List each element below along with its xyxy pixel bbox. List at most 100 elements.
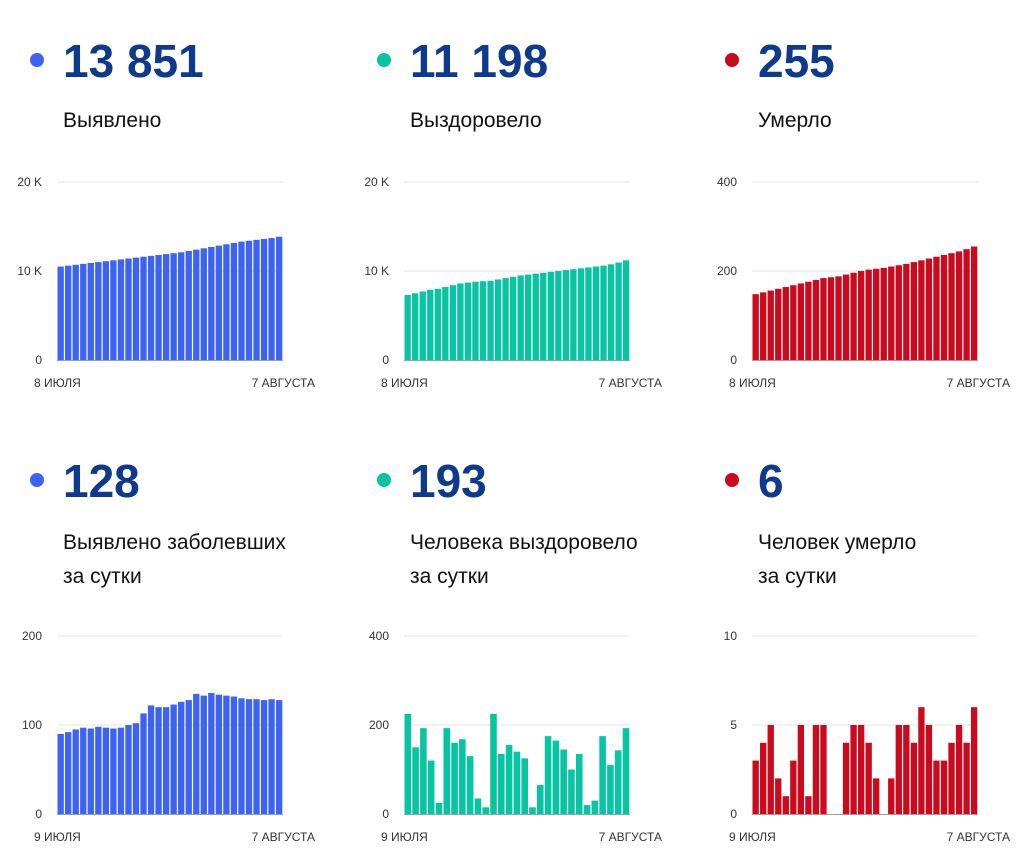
caption-line: Выявлено — [63, 109, 162, 132]
bar — [474, 798, 482, 814]
y-tick-label: 0 — [730, 807, 737, 821]
series-dot-icon — [725, 473, 739, 487]
bar — [607, 765, 614, 814]
bar — [442, 287, 449, 360]
bar — [529, 807, 536, 814]
x-end-label: 7 АВГУСТА — [252, 376, 315, 390]
y-tick-label: 0 — [382, 807, 389, 821]
bar — [147, 255, 155, 360]
stat-number: 255 — [758, 35, 835, 87]
y-tick-label: 0 — [35, 353, 42, 367]
bar — [200, 248, 207, 360]
stat-caption: Человека выздоровело за сутки — [410, 526, 638, 594]
bar — [842, 742, 850, 814]
bar — [117, 259, 125, 360]
bar — [215, 245, 223, 360]
x-start-label: 8 ИЮЛЯ — [34, 376, 81, 390]
bar-chart: 0 10 K 20 K 8 ИЮЛЯ 7 АВГУСТА — [17, 175, 315, 390]
bar — [502, 278, 509, 360]
bar — [955, 725, 963, 814]
bar — [517, 275, 524, 360]
x-end-label: 7 АВГУСТА — [947, 830, 1010, 844]
bar — [200, 695, 207, 814]
stat-header: 128 — [30, 458, 370, 518]
bar — [873, 268, 880, 360]
bar — [591, 800, 599, 814]
bar — [521, 758, 528, 815]
bar — [850, 725, 857, 814]
bar — [102, 261, 110, 360]
bar — [110, 260, 117, 360]
stat-caption: Выздоровело — [410, 104, 542, 138]
bar — [178, 252, 185, 360]
y-tick-label: 5 — [730, 718, 737, 732]
bar — [903, 263, 910, 360]
bar-chart: 0 200 400 8 ИЮЛЯ 7 АВГУСТА — [717, 175, 1010, 390]
bar — [797, 283, 805, 360]
stat-number: 193 — [410, 455, 487, 507]
bar — [245, 240, 253, 360]
bar — [918, 707, 925, 814]
series-dot-icon — [725, 53, 739, 67]
stat-header: 11 198 — [377, 38, 717, 98]
bar — [230, 242, 238, 360]
caption-line: Выздоровело — [410, 109, 542, 132]
bar — [260, 238, 268, 360]
bar — [72, 264, 79, 360]
stat-header: 13 851 — [30, 38, 370, 98]
bar — [208, 246, 215, 360]
bar — [888, 778, 895, 814]
bar — [223, 244, 230, 360]
bar — [918, 260, 925, 360]
bar — [767, 290, 774, 360]
bar — [170, 704, 177, 814]
bar — [615, 262, 622, 360]
y-tick-label: 200 — [717, 264, 737, 278]
bar — [435, 802, 443, 815]
y-tick-label: 20 K — [364, 175, 389, 189]
y-tick-label: 100 — [22, 718, 42, 732]
panel-died-daily: 6 Человек умерло за сутки 0 5 10 9 ИЮЛЯ 7 АВ… — [724, 455, 1025, 844]
bar — [532, 273, 539, 360]
y-tick-label: 0 — [730, 353, 737, 367]
bar — [434, 288, 441, 360]
bar — [132, 257, 140, 360]
bar — [955, 251, 963, 360]
bar — [457, 283, 464, 360]
stat-number: 13 851 — [63, 35, 204, 87]
panel-detected: 13 851 Выявлено 0 10 K 20 K 8 ИЮЛЯ 7 АВГУСТА — [17, 38, 370, 390]
bar — [963, 249, 970, 360]
bar — [570, 269, 577, 360]
bar — [65, 265, 72, 360]
bar-chart: 0 5 10 9 ИЮЛЯ 7 АВГУСТА — [724, 629, 1010, 844]
bar — [585, 267, 592, 360]
stat-number: 11 198 — [410, 35, 549, 87]
bar — [178, 701, 185, 814]
bar — [790, 760, 797, 814]
bar — [525, 274, 532, 360]
y-tick-label: 10 K — [17, 264, 42, 278]
bar — [275, 700, 283, 814]
bar — [805, 796, 812, 814]
bar — [208, 692, 215, 814]
stat-caption: Выявлено заболевших за сутки — [63, 526, 286, 594]
stat-header: 193 — [377, 458, 717, 518]
bar — [125, 725, 132, 814]
bar — [505, 745, 513, 814]
bar — [449, 285, 457, 360]
bar — [404, 295, 411, 360]
bar — [253, 239, 260, 360]
bar — [238, 698, 245, 814]
y-tick-label: 200 — [22, 629, 42, 643]
bar — [562, 270, 570, 360]
bar — [162, 707, 170, 814]
stat-number: 6 — [758, 455, 784, 507]
bar — [933, 256, 940, 360]
bar — [125, 258, 132, 360]
bar — [185, 700, 192, 814]
bar — [560, 749, 567, 814]
bar — [607, 264, 615, 360]
panel-recovered: 11 198 Выздоровело 0 10 K 20 K 8 ИЮЛЯ 7 АВГУ… — [364, 38, 717, 390]
y-tick-label: 400 — [369, 629, 389, 643]
stat-caption: Выявлено — [63, 104, 161, 138]
